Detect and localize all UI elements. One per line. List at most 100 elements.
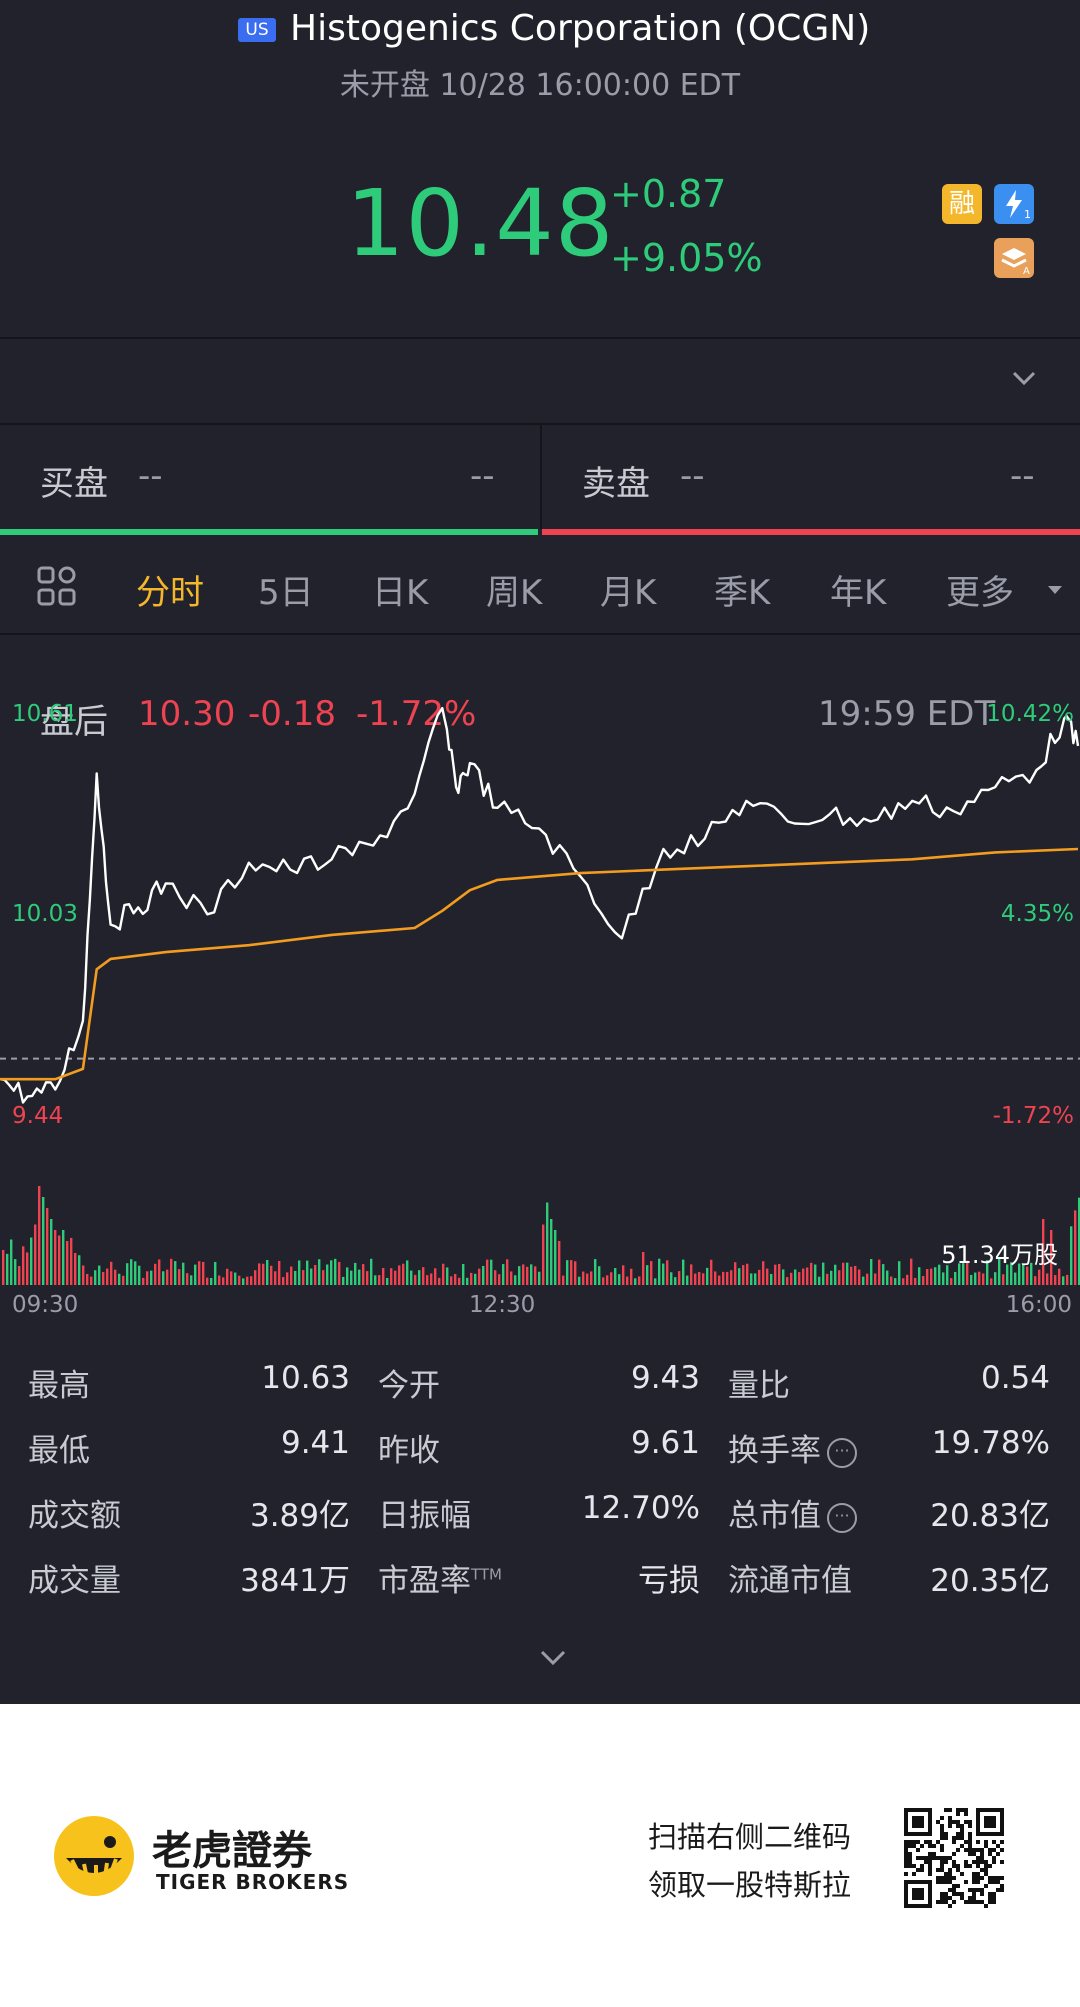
- volume-bar: [806, 1267, 809, 1285]
- volume-bar: [1050, 1230, 1053, 1285]
- volume-bar: [998, 1258, 1001, 1285]
- volume-bar: [154, 1263, 157, 1285]
- volume-bar: [846, 1262, 849, 1285]
- stat-value: 9.43: [630, 1360, 700, 1396]
- volume-bar: [198, 1261, 201, 1285]
- intraday-chart[interactable]: 10.61 10.03 9.44 10.42% 4.35% -1.72% 51.…: [0, 635, 1080, 1325]
- info-icon[interactable]: ···: [827, 1437, 857, 1468]
- volume-bar: [834, 1264, 837, 1285]
- volume-bar: [498, 1274, 501, 1285]
- grid-layout-icon[interactable]: [36, 565, 78, 611]
- tab-quarterly-k[interactable]: 季K: [714, 573, 771, 613]
- lightning-badge-icon[interactable]: 1: [994, 184, 1034, 224]
- divider: [0, 423, 1080, 425]
- after-hours-row[interactable]: 盘后 10.30 -0.18 -1.72% 19:59 EDT: [0, 339, 1080, 742]
- volume-bar: [1066, 1274, 1069, 1285]
- x-tick-0: 09:30: [12, 1292, 79, 1318]
- volume-bar: [130, 1259, 133, 1285]
- margin-badge-icon[interactable]: 融: [942, 184, 982, 224]
- after-hours-change: -0.18: [248, 694, 336, 734]
- stat-label: 今开: [378, 1368, 440, 1404]
- volume-bar: [954, 1271, 957, 1285]
- tab-intraday[interactable]: 分时: [136, 573, 204, 613]
- volume-bar: [982, 1273, 985, 1285]
- volume-bar: [50, 1219, 53, 1285]
- volume-bar: [118, 1273, 121, 1285]
- volume-bar: [910, 1258, 913, 1285]
- volume-bar: [782, 1269, 785, 1285]
- volume-bar: [826, 1273, 829, 1285]
- tab-5day[interactable]: 5日: [258, 573, 314, 613]
- volume-bar: [422, 1267, 425, 1285]
- caret-down-icon[interactable]: [1046, 581, 1064, 600]
- volume-bar: [934, 1267, 937, 1285]
- tab-yearly-k[interactable]: 年K: [830, 573, 887, 613]
- volume-bar: [326, 1264, 329, 1285]
- volume-bar: [90, 1276, 93, 1285]
- tab-more[interactable]: 更多: [946, 573, 1014, 613]
- volume-bar: [830, 1270, 833, 1285]
- y-tick-right-2: -1.72%: [992, 1103, 1074, 1129]
- volume-bar: [86, 1273, 89, 1285]
- volume-bar: [650, 1261, 653, 1285]
- qr-code-icon[interactable]: [904, 1808, 1004, 1908]
- volume-bar: [10, 1239, 13, 1285]
- expand-chevron-icon[interactable]: [538, 1648, 568, 1672]
- volume-bar: [150, 1270, 153, 1285]
- bid-ratio-bar: [0, 529, 538, 535]
- volume-bar: [878, 1259, 881, 1285]
- chevron-down-icon[interactable]: [1010, 369, 1038, 393]
- volume-bar: [478, 1268, 481, 1285]
- volume-bar: [234, 1272, 237, 1285]
- volume-bar: [1078, 1197, 1080, 1285]
- stat-label: 最低: [28, 1433, 90, 1469]
- volume-bar: [538, 1271, 541, 1285]
- price-chart-svg[interactable]: [0, 635, 1080, 1325]
- volume-bar: [470, 1272, 473, 1285]
- volume-bar: [850, 1266, 853, 1285]
- info-icon[interactable]: ···: [827, 1502, 857, 1533]
- stat-label: 换手率 ···: [728, 1425, 857, 1470]
- volume-bar: [450, 1276, 453, 1285]
- volume-bar: [938, 1264, 941, 1285]
- volume-bar: [554, 1230, 557, 1285]
- volume-bar: [902, 1278, 905, 1285]
- volume-bar: [330, 1260, 333, 1285]
- ask-size: --: [1010, 456, 1035, 496]
- layers-badge-icon[interactable]: A: [994, 238, 1034, 278]
- volume-bar: [770, 1273, 773, 1285]
- volume-bar: [1022, 1263, 1025, 1285]
- quote-header: US Histogenics Corporation (OCGN) 未开盘 10…: [0, 0, 1080, 338]
- volume-bar: [994, 1272, 997, 1285]
- tab-weekly-k[interactable]: 周K: [486, 573, 543, 613]
- volume-bar: [54, 1230, 57, 1285]
- volume-bar: [638, 1276, 641, 1285]
- volume-bar: [438, 1277, 441, 1285]
- volume-bar: [290, 1266, 293, 1285]
- ask-ratio-bar: [542, 529, 1080, 535]
- tab-monthly-k[interactable]: 月K: [600, 573, 657, 613]
- volume-bar: [274, 1271, 277, 1285]
- volume-bar: [530, 1264, 533, 1285]
- volume-bar: [918, 1267, 921, 1285]
- volume-bar: [1038, 1269, 1041, 1285]
- volume-bar: [146, 1271, 149, 1285]
- volume-bar: [58, 1235, 61, 1285]
- volume-bar: [602, 1277, 605, 1285]
- tab-daily-k[interactable]: 日K: [372, 573, 429, 613]
- volume-bar: [382, 1267, 385, 1285]
- volume-bar: [522, 1264, 525, 1285]
- volume-bar: [166, 1269, 169, 1285]
- volume-bar: [654, 1278, 657, 1285]
- volume-bar: [298, 1260, 301, 1285]
- market-status: 未开盘 10/28 16:00:00 EDT: [339, 68, 741, 103]
- volume-bar: [302, 1270, 305, 1285]
- volume-bar: [278, 1260, 281, 1285]
- volume-bar: [114, 1269, 117, 1285]
- volume-bar: [618, 1274, 621, 1285]
- volume-bar: [1058, 1268, 1061, 1285]
- volume-bar: [430, 1273, 433, 1285]
- volume-bar: [142, 1277, 145, 1285]
- volume-bar: [442, 1263, 445, 1285]
- stat-value: 3841万: [240, 1563, 350, 1599]
